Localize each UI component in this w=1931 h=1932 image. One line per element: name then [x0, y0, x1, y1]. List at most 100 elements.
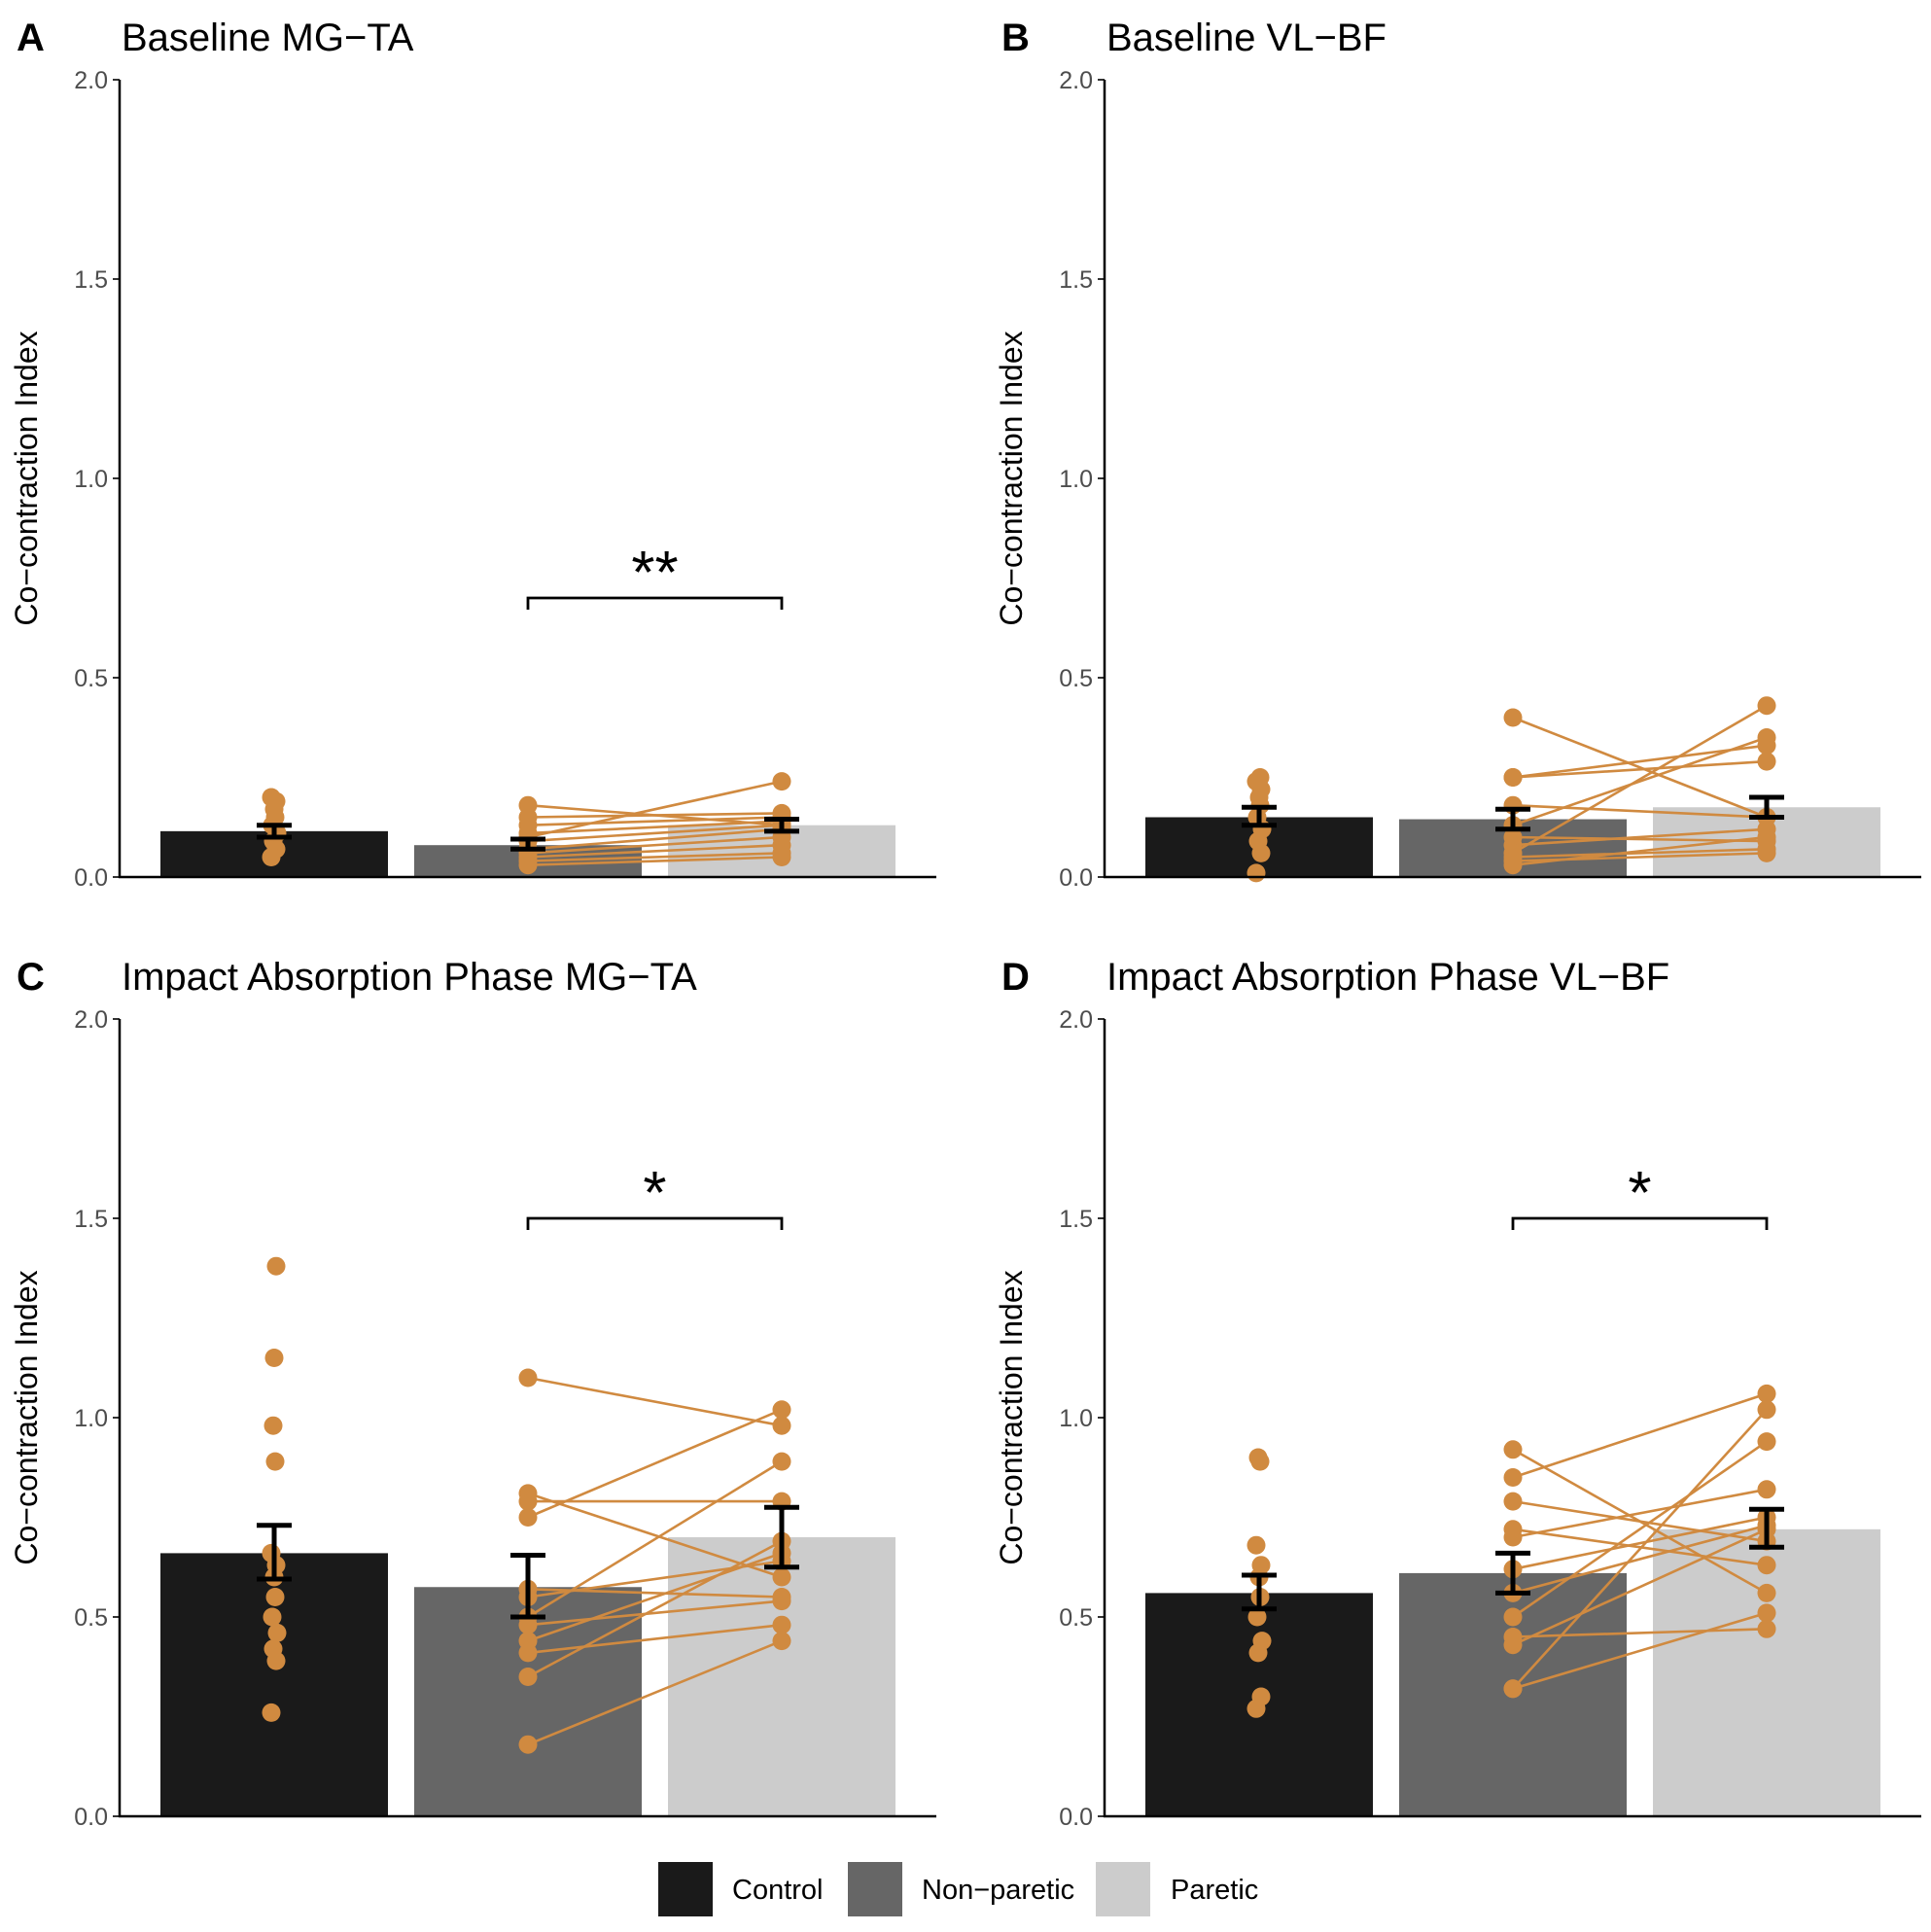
pair-line: [527, 1376, 783, 1427]
y-axis-label: Co−contraction Index: [994, 1270, 1029, 1564]
y-tick-label: 1.5: [74, 1206, 108, 1233]
y-tick-label: 0.0: [1059, 864, 1093, 892]
pair-line: [1512, 1528, 1768, 1646]
control-point: [264, 1349, 284, 1367]
non-paretic-point: [1503, 856, 1523, 875]
error-bar-3: [764, 817, 799, 834]
error-bar-2: [510, 1552, 545, 1620]
y-axis-label: Co−contraction Index: [9, 1270, 44, 1564]
error-bar-3: [764, 1504, 799, 1570]
pair-line: [527, 803, 783, 826]
control-point: [1246, 1535, 1266, 1555]
pair-line: [527, 1459, 783, 1619]
paretic-point: [1757, 1603, 1776, 1623]
control-point: [1252, 1632, 1272, 1651]
pair-line: [527, 1408, 783, 1519]
significance-bracket: [1511, 1216, 1769, 1230]
legend-label-3: Paretic: [1171, 1875, 1258, 1906]
panel-b: B Baseline VL−BF 0.0 0.5 1.0 1.5 2.0 Co−contrac…: [994, 17, 1921, 892]
legend-swatch-2: [848, 1862, 902, 1916]
y-tick-label: 0.5: [1059, 665, 1093, 692]
significance-label: **: [631, 540, 678, 607]
y-tick-label: 0.0: [74, 1804, 108, 1831]
y-tick-label: 2.0: [74, 67, 108, 94]
y-tick-label: 1.0: [1059, 466, 1093, 493]
y-tick-label: 0.0: [1059, 1804, 1093, 1831]
significance-label: *: [1628, 1160, 1651, 1227]
pair-line: [527, 827, 783, 851]
paretic-point: [1757, 1619, 1776, 1638]
y-tick-label: 0.5: [74, 665, 108, 692]
paretic-point: [1757, 1400, 1776, 1420]
panel-letter: D: [1001, 956, 1030, 999]
y-tick-label: 1.5: [74, 266, 108, 294]
pair-line: [527, 856, 783, 866]
error-bar-1: [1242, 1572, 1277, 1612]
paretic-point: [1757, 728, 1776, 747]
paretic-point: [1757, 1384, 1776, 1403]
paretic-point: [1757, 1583, 1776, 1602]
paretic-point: [1757, 843, 1776, 862]
paretic-point: [772, 1632, 791, 1651]
pair-line: [527, 1623, 783, 1655]
pair-line: [527, 824, 783, 843]
panel-letter: C: [17, 956, 45, 999]
control-point: [262, 1543, 281, 1563]
paretic-point: [772, 1416, 791, 1435]
control-point: [1250, 768, 1270, 787]
paretic-point: [772, 772, 791, 791]
paretic-point: [772, 1615, 791, 1634]
control-point: [265, 1588, 285, 1606]
y-tick-label: 0.5: [1059, 1604, 1093, 1632]
non-paretic-point: [518, 1508, 538, 1527]
panel-c: C Impact Absorption Phase MG−TA 0.0 0.5 1.0 1…: [9, 956, 936, 1831]
error-bar-1: [257, 1523, 292, 1582]
control-point: [1251, 1687, 1271, 1706]
non-paretic-point: [1503, 1607, 1523, 1627]
pair-line: [527, 1639, 783, 1746]
paretic-point: [1757, 1556, 1776, 1575]
significance-bracket: [526, 1216, 784, 1230]
error-bar-3: [1749, 794, 1784, 820]
non-paretic-point: [1503, 1679, 1523, 1699]
non-paretic-point: [518, 1643, 538, 1663]
panel-title: Impact Absorption Phase VL−BF: [1106, 956, 1669, 999]
control-point: [1246, 863, 1266, 883]
y-tick-label: 2.0: [1059, 67, 1093, 94]
pair-line: [1512, 716, 1768, 819]
paretic-point: [1757, 1480, 1776, 1499]
non-paretic-point: [1503, 708, 1523, 727]
bar-3: [1653, 1528, 1880, 1816]
panel-title: Impact Absorption Phase MG−TA: [122, 956, 697, 999]
paretic-point: [772, 1567, 791, 1587]
pair-line: [1512, 1392, 1768, 1479]
panel-title: Baseline VL−BF: [1106, 17, 1387, 59]
legend-label-2: Non−paretic: [922, 1875, 1074, 1906]
significance-bracket: [526, 596, 784, 610]
non-paretic-point: [1503, 768, 1523, 787]
pair-line: [1512, 1408, 1768, 1690]
control-point: [263, 1416, 283, 1435]
non-paretic-point: [518, 1668, 538, 1686]
pair-line: [1512, 1440, 1768, 1619]
pair-line: [1512, 1499, 1768, 1543]
y-tick-label: 1.0: [74, 466, 108, 493]
pair-line: [1512, 1611, 1768, 1691]
non-paretic-point: [1503, 1635, 1523, 1655]
paretic-point: [1757, 752, 1776, 771]
pair-line: [1512, 1528, 1768, 1566]
pair-line: [1512, 1524, 1768, 1595]
control-point: [263, 1607, 282, 1627]
pair-line: [527, 852, 783, 862]
pair-line: [1512, 803, 1768, 819]
y-tick-label: 2.0: [74, 1006, 108, 1034]
pair-line: [527, 780, 783, 839]
y-tick-label: 1.0: [1059, 1405, 1093, 1432]
non-paretic-point: [1503, 1440, 1523, 1459]
y-tick-label: 1.5: [1059, 266, 1093, 294]
pair-line: [1512, 827, 1768, 847]
panel-letter: B: [1001, 17, 1030, 59]
non-paretic-point: [1503, 1528, 1523, 1547]
non-paretic-point: [1503, 1468, 1523, 1487]
